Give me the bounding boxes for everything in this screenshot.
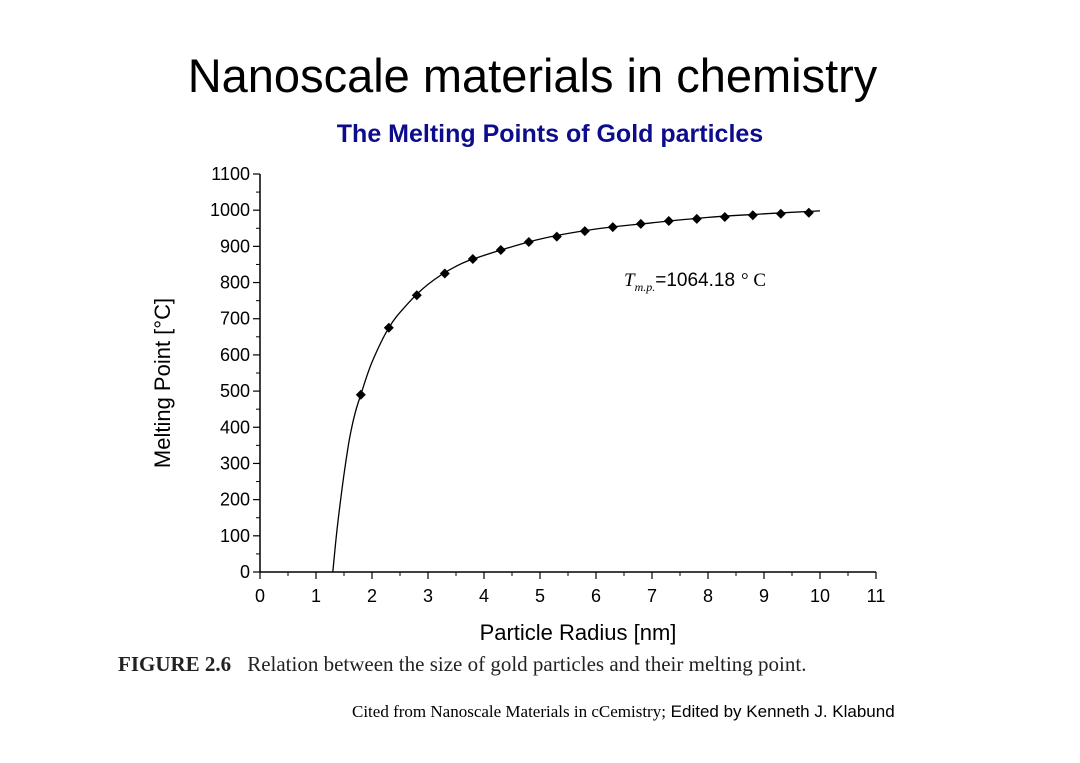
citation-editor: Edited by Kenneth J. Klabund [665, 702, 895, 721]
citation-source: Cited from Nanoscale Materials in cCemis… [352, 702, 666, 721]
x-tick-label: 6 [591, 586, 601, 606]
data-point [467, 254, 478, 265]
data-point [607, 222, 618, 233]
slide-title: Nanoscale materials in chemistry [187, 49, 878, 102]
data-point [719, 212, 730, 223]
citation: Cited from Nanoscale Materials in cCemis… [352, 702, 1002, 722]
x-tick-label: 1 [311, 586, 321, 606]
data-points-layer [355, 207, 814, 400]
y-tick-label: 600 [220, 345, 250, 365]
data-point [747, 210, 758, 221]
data-point [355, 389, 366, 400]
x-tick-label: 10 [810, 586, 830, 606]
chart-axes: 0 1 2 3 4 5 6 7 8 9 10 11 0 100 200 300 400 500 600 700 800 9… [210, 164, 885, 606]
y-tick-label: 200 [220, 490, 250, 510]
x-tick-label: 0 [255, 586, 265, 606]
y-tick-label: 300 [220, 453, 250, 473]
chart-title: The Melting Points of Gold particles [336, 120, 764, 148]
y-tick-label: 700 [220, 309, 250, 329]
figure-label: FIGURE 2.6 [118, 652, 232, 676]
data-point [579, 226, 590, 237]
x-tick-label: 7 [647, 586, 657, 606]
x-tick-label: 3 [423, 586, 433, 606]
x-tick-label: 5 [535, 586, 545, 606]
y-tick-label: 800 [220, 273, 250, 293]
y-tick-label: 900 [220, 236, 250, 256]
figure-caption-text: Relation between the size of gold partic… [247, 652, 807, 676]
annotation-unit: ° C [741, 270, 766, 291]
x-tick-label: 8 [703, 586, 713, 606]
data-point [439, 268, 450, 279]
data-point [495, 244, 506, 255]
data-point [523, 237, 534, 248]
data-point [383, 322, 394, 333]
y-tick-label: 400 [220, 417, 250, 437]
y-tick-label: 500 [220, 381, 250, 401]
x-tick-label: 2 [367, 586, 377, 606]
melting-point-annotation: Tm.p.=1064.18 ° C [624, 270, 766, 294]
data-point [411, 290, 422, 301]
figure-caption: FIGURE 2.6 Relation between the size of g… [118, 652, 806, 677]
data-point [691, 213, 702, 224]
y-tick-label: 0 [240, 562, 250, 582]
data-point [775, 208, 786, 219]
y-tick-label: 1100 [211, 164, 250, 184]
annotation-subscript: m.p. [635, 280, 656, 294]
annotation-symbol: T [624, 270, 636, 291]
x-tick-label: 11 [867, 586, 886, 606]
x-tick-label: 4 [479, 586, 489, 606]
data-point [635, 218, 646, 229]
x-axis-label: Particle Radius [nm] [480, 620, 677, 645]
data-point [551, 231, 562, 242]
annotation-value: =1064.18 [655, 270, 735, 291]
fit-curve-layer [332, 210, 821, 573]
y-tick-label: 1000 [210, 200, 250, 220]
y-tick-label: 100 [220, 526, 250, 546]
fit-curve [332, 210, 821, 573]
y-axis-label: Melting Point [°C] [150, 298, 175, 468]
data-point [663, 216, 674, 227]
x-tick-label: 9 [759, 586, 769, 606]
data-point [803, 207, 814, 218]
